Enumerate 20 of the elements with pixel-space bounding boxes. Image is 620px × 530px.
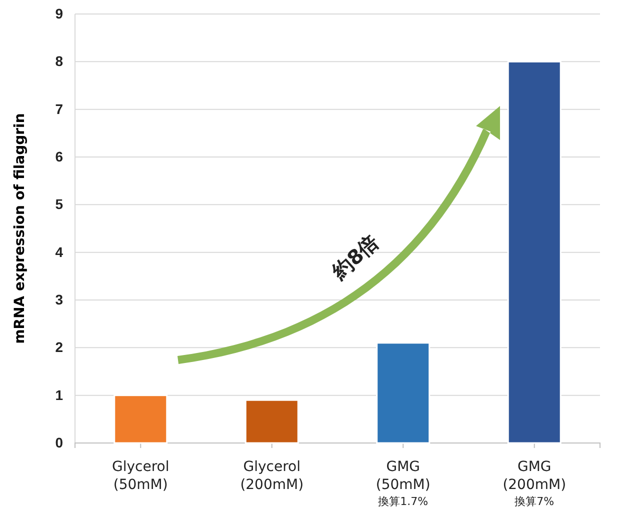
x-tick-label: Glycerol (50mM) (112, 459, 170, 493)
bar (507, 60, 562, 444)
y-tick-label: 9 (55, 5, 64, 22)
y-tick-label: 8 (55, 53, 64, 70)
y-tick-label: 5 (55, 196, 64, 212)
y-tick-label: 7 (55, 100, 64, 117)
annotation: 約8倍 (326, 230, 384, 284)
x-tick-label: GMG (200mM) 換算7% (502, 459, 566, 508)
x-tick-label: GMG (50mM) 換算1.7% (376, 459, 430, 508)
y-tick-label: 3 (55, 291, 64, 308)
y-tick-label: 2 (55, 339, 64, 356)
y-tick-label: 6 (55, 148, 64, 164)
bar (376, 342, 430, 444)
y-tick-label: 0 (55, 434, 64, 450)
bar (114, 394, 168, 444)
y-axis-title: mRNA expression of filaggrin (12, 113, 28, 344)
bar (244, 399, 299, 444)
x-tick-label: Glycerol (200mM) (240, 459, 304, 493)
y-tick-label: 1 (55, 386, 64, 403)
y-tick-label: 4 (55, 244, 64, 260)
